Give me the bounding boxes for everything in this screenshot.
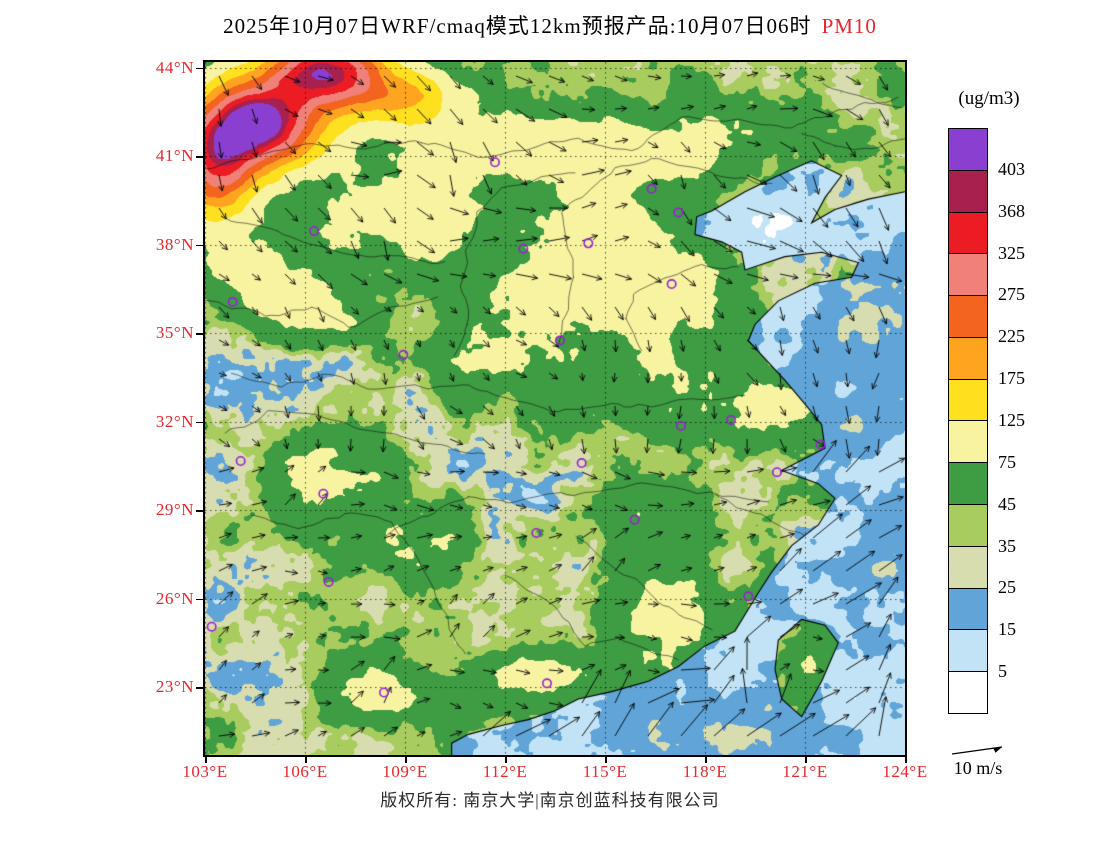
colorbar-cell — [949, 462, 987, 505]
colorbar-level-label: 15 — [998, 619, 1016, 640]
colorbar-cell — [949, 211, 987, 254]
map-plot-area — [203, 60, 907, 757]
lon-tick-mark — [605, 757, 607, 763]
wind-scale-arrow-icon — [951, 746, 1003, 755]
colorbar-cell — [949, 504, 987, 546]
lon-tick-label: 109°E — [382, 762, 428, 781]
colorbar-level-label: 45 — [998, 493, 1016, 514]
lat-tick-label: 23°N — [155, 677, 194, 697]
lat-tick-label: 29°N — [155, 500, 194, 520]
lat-tick-label: 44°N — [155, 57, 194, 77]
colorbar-cell — [949, 129, 987, 170]
colorbar-cell — [949, 295, 987, 337]
lat-tick-mark — [196, 67, 203, 70]
lon-tick-label: 118°E — [682, 762, 728, 781]
lat-tick-label: 32°N — [155, 411, 194, 431]
colorbar — [948, 128, 988, 714]
colorbar-cell — [949, 629, 987, 672]
colorbar-level-label: 25 — [998, 577, 1016, 598]
lon-tick-mark — [705, 757, 707, 763]
colorbar-level-label: 225 — [998, 326, 1025, 347]
colorbar-cell — [949, 671, 987, 713]
colorbar-level-label: 75 — [998, 451, 1016, 472]
lon-tick-label: 106°E — [282, 762, 328, 781]
lat-tick-mark — [196, 156, 203, 158]
lon-tick-mark — [905, 757, 907, 763]
lat-tick-label: 35°N — [155, 323, 194, 343]
lat-tick-label: 38°N — [155, 234, 194, 254]
lon-tick-mark — [805, 757, 807, 763]
lon-tick-label: 115°E — [582, 762, 628, 781]
colorbar-cell — [949, 587, 987, 630]
lat-tick-label: 26°N — [155, 588, 194, 608]
lon-tick-label: 121°E — [782, 762, 828, 781]
title-species: PM10 — [821, 14, 877, 38]
colorbar-units-label: (ug/m3) — [958, 88, 1020, 109]
colorbar-cell — [949, 169, 987, 212]
colorbar-level-label: 125 — [998, 410, 1025, 430]
lat-tick-mark — [196, 687, 203, 689]
colorbar-cell — [949, 378, 987, 421]
lat-tick-mark — [196, 421, 203, 424]
colorbar-cell — [949, 336, 987, 379]
lon-tick-mark — [305, 757, 307, 763]
lon-tick-mark — [505, 757, 507, 763]
colorbar-level-label: 325 — [998, 242, 1025, 263]
colorbar-cell — [949, 420, 987, 463]
page-title: 2025年10月07日WRF/cmaq模式12km预报产品:10月07日06时 P… — [0, 10, 1100, 40]
lat-tick-label: 41°N — [155, 146, 194, 166]
lon-tick-label: 112°E — [482, 762, 528, 781]
lat-tick-mark — [196, 598, 203, 601]
colorbar-level-label: 5 — [998, 661, 1007, 682]
lon-tick-label: 124°E — [882, 762, 928, 781]
lat-tick-mark — [196, 244, 203, 247]
lon-tick-label: 103°E — [182, 762, 228, 781]
colorbar-cell — [949, 253, 987, 296]
lon-tick-mark — [205, 757, 207, 763]
colorbar-level-label: 175 — [998, 368, 1025, 389]
copyright-line: 版权所有: 南京大学|南京创蓝科技有限公司 — [380, 791, 720, 810]
wind-scale-label: 10 m/s — [953, 758, 1003, 778]
colorbar-level-label: 275 — [998, 284, 1025, 305]
lon-tick-mark — [405, 757, 407, 763]
colorbar-cell — [949, 545, 987, 588]
pm10-contour-map-canvas — [205, 62, 905, 755]
colorbar-level-label: 368 — [998, 200, 1025, 221]
lat-tick-mark — [196, 333, 203, 335]
colorbar-level-label: 35 — [998, 535, 1016, 556]
lat-tick-mark — [196, 510, 203, 512]
colorbar-level-label: 403 — [998, 158, 1025, 179]
title-text: 2025年10月07日WRF/cmaq模式12km预报产品:10月07日06时 — [223, 14, 812, 38]
